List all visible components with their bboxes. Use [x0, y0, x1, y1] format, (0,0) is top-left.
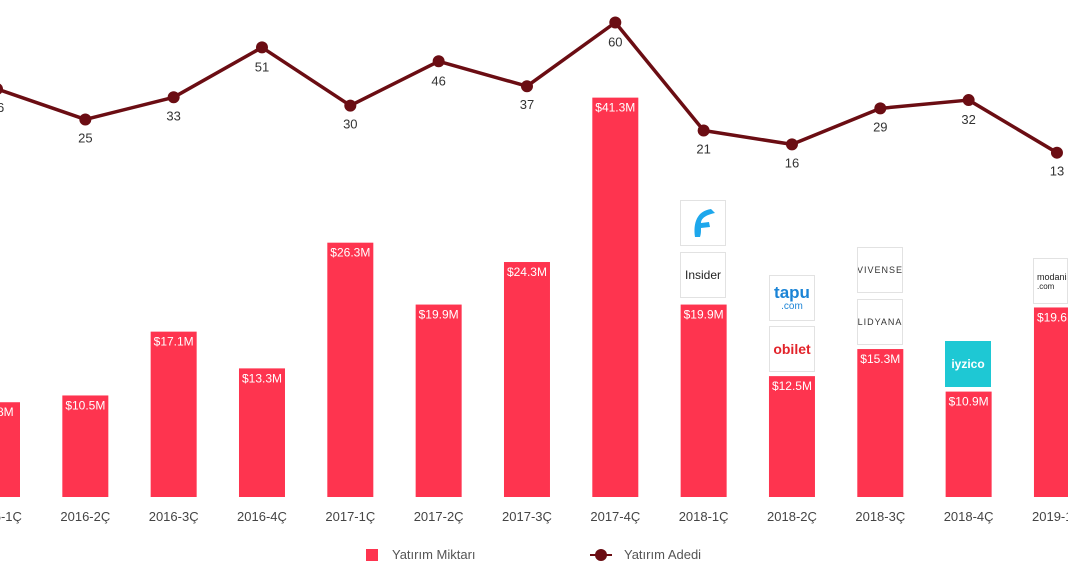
- bar-value-label-0: $9.8M: [0, 405, 14, 419]
- bar-0: [0, 402, 20, 497]
- x-tick-label-3: 2016-4Ç: [237, 509, 287, 524]
- x-tick-label-6: 2017-3Ç: [502, 509, 552, 524]
- x-tick-label-2: 2016-3Ç: [149, 509, 199, 524]
- bar-11: [945, 391, 992, 497]
- count-label-9: 16: [785, 155, 799, 170]
- count-point-9: [785, 138, 798, 151]
- count-point-2: [167, 91, 180, 104]
- bar-4: [327, 242, 374, 497]
- x-tick-label-8: 2018-1Ç: [679, 509, 729, 524]
- count-label-8: 21: [696, 142, 710, 157]
- bar-1: [62, 395, 109, 497]
- count-label-1: 25: [78, 130, 92, 145]
- count-point-0: [0, 83, 3, 95]
- count-label-7: 60: [608, 35, 622, 50]
- lidyana-logo: LIDYANA: [857, 299, 903, 345]
- iyzico-logo: iyzico: [945, 341, 991, 387]
- x-tick-label-4: 2017-1Ç: [325, 509, 375, 524]
- x-tick-label-7: 2017-4Ç: [590, 509, 640, 524]
- bar-value-label-7: $41.3M: [595, 101, 635, 115]
- x-tick-label-10: 2018-3Ç: [855, 509, 905, 524]
- bar-value-label-8: $19.9M: [684, 308, 724, 322]
- bar-3: [238, 368, 285, 497]
- count-point-6: [520, 80, 533, 93]
- count-point-5: [432, 55, 445, 68]
- x-tick-label-9: 2018-2Ç: [767, 509, 817, 524]
- bar-value-label-4: $26.3M: [330, 246, 370, 260]
- legend-label-count: Yatırım Adedi: [624, 547, 702, 562]
- bar-value-label-9: $12.5M: [772, 379, 812, 393]
- x-tick-label-1: 2016-2Ç: [60, 509, 110, 524]
- count-point-7: [609, 16, 622, 29]
- x-tick-label-11: 2018-4Ç: [944, 509, 994, 524]
- bar-8: [680, 304, 727, 497]
- count-label-2: 33: [166, 108, 180, 123]
- bar-12: [1033, 307, 1068, 497]
- count-label-6: 37: [520, 97, 534, 112]
- count-label-5: 46: [431, 73, 445, 88]
- count-point-3: [255, 41, 268, 54]
- bar-2: [150, 331, 197, 497]
- count-point-4: [344, 99, 357, 112]
- legend: Yatırım Miktarı Yatırım Adedi: [0, 547, 1068, 567]
- obilet-logo: obilet: [769, 326, 815, 372]
- count-label-12: 13: [1050, 164, 1064, 179]
- tapu-logo: tapu .com: [769, 275, 815, 321]
- count-point-10: [874, 102, 887, 115]
- bar-10: [857, 349, 904, 497]
- bar-value-label-10: $15.3M: [860, 352, 900, 366]
- legend-marker-count: [590, 548, 612, 561]
- bar-value-label-5: $19.9M: [419, 308, 459, 322]
- vivense-logo: VIVENSE: [857, 247, 903, 293]
- bar-9: [768, 376, 815, 497]
- legend-label-amount: Yatırım Miktarı: [392, 547, 476, 562]
- bar-5: [415, 304, 462, 497]
- legend-swatch-amount: [366, 548, 378, 561]
- modanisa-logo: modanis .com: [1033, 258, 1068, 304]
- legend-item-count: Yatırım Adedi: [590, 547, 701, 562]
- bar-value-label-6: $24.3M: [507, 265, 547, 279]
- bar-7: [592, 97, 639, 497]
- bar-6: [503, 262, 550, 497]
- insider-logo: Insider: [680, 252, 726, 298]
- bar-value-label-2: $17.1M: [154, 335, 194, 349]
- count-label-3: 51: [255, 59, 269, 74]
- x-tick-label-0: 2016-1Ç: [0, 509, 22, 524]
- bar-value-label-11: $10.9M: [949, 395, 989, 409]
- count-label-10: 29: [873, 119, 887, 134]
- legend-item-amount: Yatırım Miktarı: [366, 547, 476, 562]
- bar-value-label-12: $19.6M: [1037, 310, 1068, 324]
- count-point-8: [697, 124, 710, 137]
- x-tick-label-5: 2017-2Ç: [414, 509, 464, 524]
- count-label-11: 32: [961, 112, 975, 127]
- bar-value-label-1: $10.5M: [65, 398, 105, 412]
- count-point-12: [1050, 146, 1063, 159]
- bar-value-label-3: $13.3M: [242, 371, 282, 385]
- count-point-11: [962, 94, 975, 107]
- count-label-0: 36: [0, 100, 4, 115]
- count-label-4: 30: [343, 117, 357, 132]
- f-logo: [680, 200, 726, 246]
- count-point-1: [79, 113, 92, 126]
- x-tick-label-12: 2019-1Ç: [1032, 509, 1068, 524]
